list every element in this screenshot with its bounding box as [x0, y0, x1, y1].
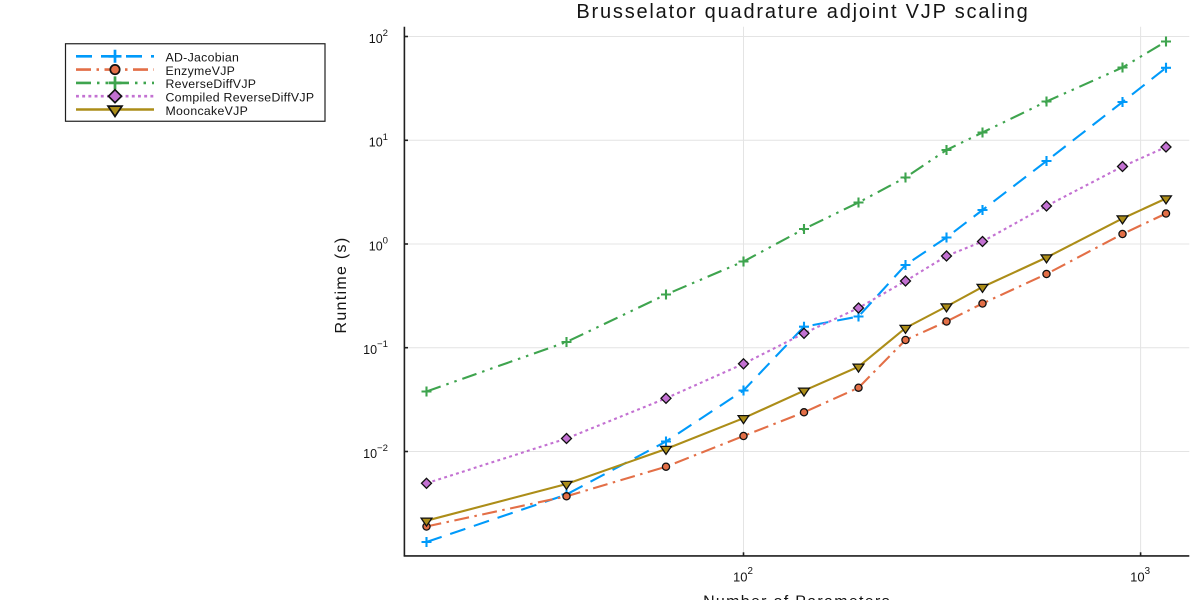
svg-text:EnzymeVJP: EnzymeVJP — [166, 64, 236, 78]
svg-text:MooncakeVJP: MooncakeVJP — [166, 104, 249, 118]
svg-text:Compiled ReverseDiffVJP: Compiled ReverseDiffVJP — [166, 91, 315, 105]
svg-text:Brusselator quadrature adjoint: Brusselator quadrature adjoint VJP scali… — [576, 1, 1029, 23]
svg-text:ReverseDiffVJP: ReverseDiffVJP — [166, 77, 257, 91]
svg-text:AD-Jacobian: AD-Jacobian — [166, 51, 240, 65]
svg-text:Number of Parameters: Number of Parameters — [703, 594, 891, 600]
svg-text:Runtime (s): Runtime (s) — [333, 237, 350, 334]
